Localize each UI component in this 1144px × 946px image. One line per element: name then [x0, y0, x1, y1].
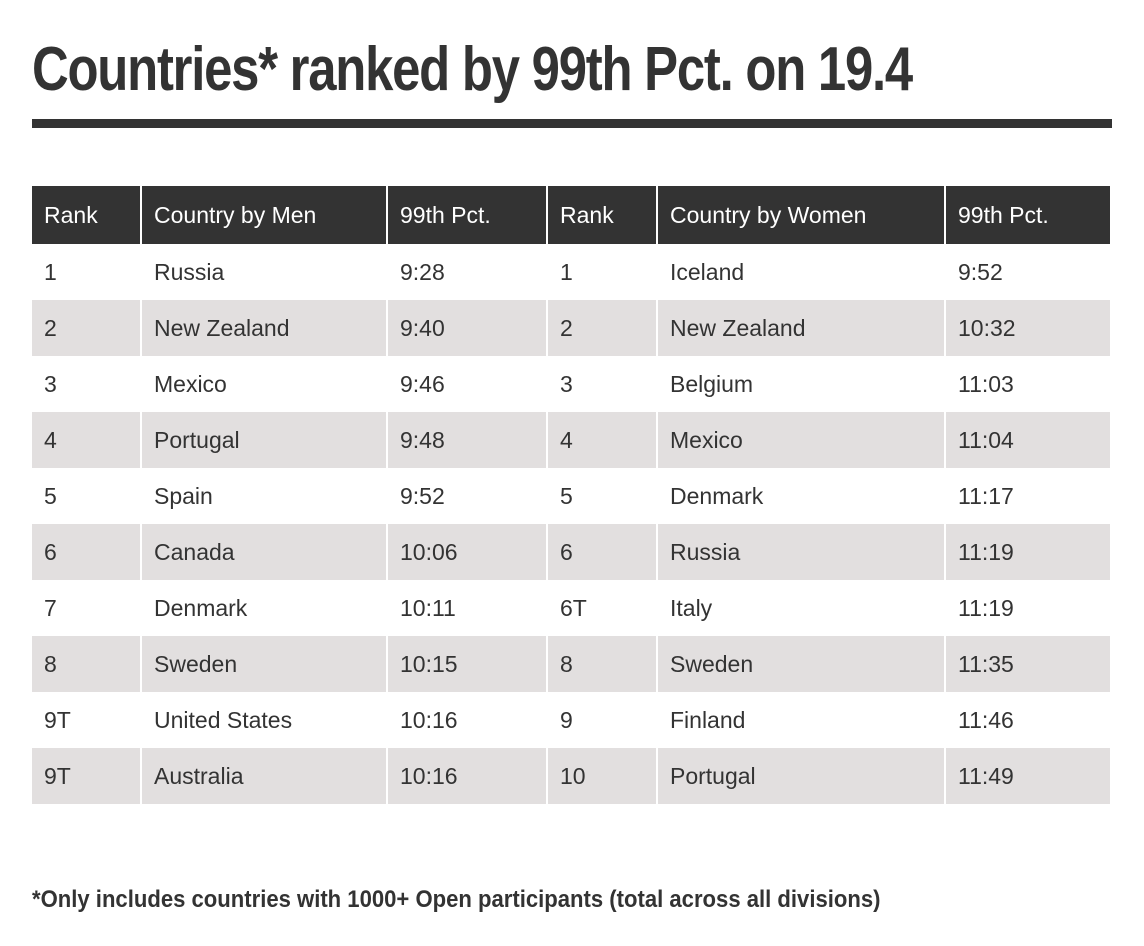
cell-rank-men: 5 [32, 468, 142, 524]
cell-pct-men: 10:15 [387, 636, 548, 692]
ranking-table: Rank Country by Men 99th Pct. Rank Count… [32, 186, 1110, 804]
cell-pct-men: 9:48 [387, 412, 548, 468]
cell-country-women: Italy [657, 580, 946, 636]
cell-pct-women: 9:52 [945, 244, 1110, 300]
header-rank-women: Rank [547, 186, 658, 244]
cell-country-women: Iceland [657, 244, 946, 300]
cell-rank-women: 3 [547, 356, 658, 412]
cell-pct-women: 10:32 [945, 300, 1110, 356]
table-row: 3 Mexico 9:46 3 Belgium 11:03 [32, 356, 1110, 412]
cell-pct-women: 11:19 [945, 580, 1110, 636]
cell-country-women: Sweden [657, 636, 946, 692]
cell-pct-women: 11:46 [945, 692, 1110, 748]
cell-country-men: Spain [141, 468, 388, 524]
cell-pct-women: 11:49 [945, 748, 1110, 804]
cell-country-women: Russia [657, 524, 946, 580]
cell-pct-men: 10:16 [387, 692, 548, 748]
cell-pct-men: 9:52 [387, 468, 548, 524]
cell-pct-women: 11:35 [945, 636, 1110, 692]
cell-rank-women: 9 [547, 692, 658, 748]
header-pct-men: 99th Pct. [387, 186, 548, 244]
cell-rank-women: 10 [547, 748, 658, 804]
cell-pct-men: 9:46 [387, 356, 548, 412]
header-country-men: Country by Men [141, 186, 388, 244]
cell-pct-men: 10:11 [387, 580, 548, 636]
cell-country-women: New Zealand [657, 300, 946, 356]
cell-rank-women: 5 [547, 468, 658, 524]
cell-country-men: Sweden [141, 636, 388, 692]
cell-country-men: Portugal [141, 412, 388, 468]
cell-country-men: New Zealand [141, 300, 388, 356]
table-row: 5 Spain 9:52 5 Denmark 11:17 [32, 468, 1110, 524]
cell-pct-women: 11:04 [945, 412, 1110, 468]
cell-country-men: Mexico [141, 356, 388, 412]
table-row: 7 Denmark 10:11 6T Italy 11:19 [32, 580, 1110, 636]
cell-rank-men: 7 [32, 580, 142, 636]
cell-rank-women: 6T [547, 580, 658, 636]
cell-rank-men: 2 [32, 300, 142, 356]
table-header-row: Rank Country by Men 99th Pct. Rank Count… [32, 186, 1110, 244]
cell-country-women: Denmark [657, 468, 946, 524]
cell-country-men: Denmark [141, 580, 388, 636]
cell-country-men: United States [141, 692, 388, 748]
cell-pct-women: 11:19 [945, 524, 1110, 580]
cell-pct-women: 11:03 [945, 356, 1110, 412]
header-rank-men: Rank [32, 186, 142, 244]
cell-rank-men: 3 [32, 356, 142, 412]
table-row: 9T Australia 10:16 10 Portugal 11:49 [32, 748, 1110, 804]
cell-pct-men: 9:28 [387, 244, 548, 300]
cell-rank-women: 8 [547, 636, 658, 692]
table-row: 4 Portugal 9:48 4 Mexico 11:04 [32, 412, 1110, 468]
cell-country-women: Mexico [657, 412, 946, 468]
cell-rank-women: 1 [547, 244, 658, 300]
table-row: 1 Russia 9:28 1 Iceland 9:52 [32, 244, 1110, 300]
table-row: 2 New Zealand 9:40 2 New Zealand 10:32 [32, 300, 1110, 356]
cell-pct-men: 9:40 [387, 300, 548, 356]
table-row: 6 Canada 10:06 6 Russia 11:19 [32, 524, 1110, 580]
cell-rank-men: 9T [32, 692, 142, 748]
cell-rank-men: 8 [32, 636, 142, 692]
footnote: *Only includes countries with 1000+ Open… [32, 886, 881, 913]
cell-country-men: Canada [141, 524, 388, 580]
table-row: 8 Sweden 10:15 8 Sweden 11:35 [32, 636, 1110, 692]
cell-rank-men: 6 [32, 524, 142, 580]
cell-pct-men: 10:06 [387, 524, 548, 580]
cell-rank-women: 4 [547, 412, 658, 468]
header-country-women: Country by Women [657, 186, 946, 244]
table-body: 1 Russia 9:28 1 Iceland 9:52 2 New Zealand 9:40 2… [32, 244, 1110, 804]
table-row: 9T United States 10:16 9 Finland 11:46 [32, 692, 1110, 748]
cell-rank-men: 4 [32, 412, 142, 468]
cell-country-women: Finland [657, 692, 946, 748]
cell-rank-women: 6 [547, 524, 658, 580]
title-divider [32, 119, 1112, 128]
cell-pct-men: 10:16 [387, 748, 548, 804]
page-title: Countries* ranked by 99th Pct. on 19.4 [32, 35, 913, 104]
cell-pct-women: 11:17 [945, 468, 1110, 524]
cell-rank-men: 9T [32, 748, 142, 804]
header-pct-women: 99th Pct. [945, 186, 1110, 244]
cell-country-men: Australia [141, 748, 388, 804]
cell-rank-men: 1 [32, 244, 142, 300]
cell-rank-women: 2 [547, 300, 658, 356]
cell-country-women: Belgium [657, 356, 946, 412]
cell-country-men: Russia [141, 244, 388, 300]
cell-country-women: Portugal [657, 748, 946, 804]
